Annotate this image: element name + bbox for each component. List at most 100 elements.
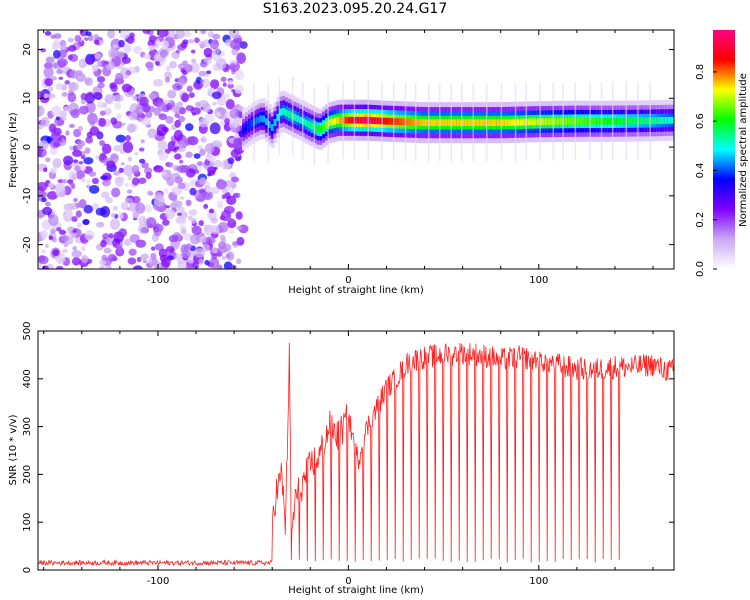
- colorbar-tick-label: 0.8: [695, 64, 706, 80]
- heatmap-noise-blob: [220, 76, 227, 82]
- heatmap-ridge-cell: [479, 119, 484, 127]
- heatmap-noise-blob: [179, 196, 185, 200]
- heatmap-noise-blob: [235, 70, 245, 81]
- heatmap-noise-blob: [52, 158, 62, 169]
- heatmap-noise-blob: [183, 30, 192, 38]
- heatmap-ridge-cell: [507, 119, 512, 126]
- heatmap-noise-blob: [85, 31, 92, 37]
- heatmap-noise-blob: [51, 105, 62, 117]
- heatmap-ridge-cell: [302, 118, 307, 126]
- heatmap-noise-blob: [131, 164, 140, 175]
- heatmap-ridge-cell: [650, 117, 655, 125]
- heatmap-ridge-cell: [316, 125, 321, 133]
- heatmap-noise-blob: [166, 162, 174, 168]
- heatmap-noise-blob: [38, 124, 44, 130]
- heatmap-ridge-cell: [393, 118, 398, 125]
- heatmap-noise-blob: [41, 197, 47, 203]
- heatmap-noise-blob: [207, 87, 215, 94]
- heatmap-noise-blob: [86, 178, 91, 184]
- heatmap-noise-blob: [84, 147, 91, 154]
- heatmap-ridge-cell: [304, 119, 309, 127]
- heatmap-noise-blob: [187, 38, 195, 44]
- heatmap-ridge-cell: [653, 117, 658, 125]
- heatmap-noise-blob: [169, 61, 177, 69]
- heatmap-noise-blob: [228, 217, 234, 224]
- heatmap-noise-blob: [171, 200, 178, 206]
- heatmap-noise-blob: [112, 206, 118, 211]
- heatmap-noise-blob: [70, 231, 77, 239]
- heatmap-ridge-cell: [362, 116, 367, 124]
- heatmap-ridge-cell: [644, 117, 649, 125]
- heatmap-noise-blob: [133, 265, 143, 269]
- heatmap-side-lobe: [611, 82, 614, 161]
- heatmap-noise-blob: [237, 138, 244, 146]
- heatmap-noise-blob: [50, 34, 57, 39]
- heatmap-noise-blob: [164, 71, 172, 79]
- heatmap-noise-blob: [125, 197, 133, 204]
- heatmap-noise-blob: [87, 35, 94, 42]
- heatmap-noise-blob: [132, 95, 138, 101]
- heatmap-noise-blob: [81, 246, 86, 252]
- heatmap-ridge-cell: [510, 118, 515, 126]
- heatmap-noise-blob: [212, 47, 221, 55]
- heatmap-noise-blob: [41, 249, 46, 254]
- heatmap-ridge-cell: [642, 117, 647, 125]
- heatmap-noise-blob: [135, 106, 144, 116]
- snr-panel: -100 0 100 0 100 200 300 400 500 Height of stra…: [8, 321, 675, 596]
- colorbar-tick-label: 0.4: [695, 162, 706, 178]
- heatmap-noise-blob: [112, 44, 119, 49]
- heatmap-noise-blob: [205, 185, 212, 193]
- heatmap-side-lobe: [302, 81, 304, 160]
- heatmap-side-lobe: [353, 81, 356, 160]
- heatmap-noise-blob: [127, 257, 137, 265]
- heatmap-noise-blob: [116, 113, 122, 120]
- heatmap-noise-blob: [173, 129, 183, 141]
- heatmap-noise-blob: [120, 201, 129, 211]
- heatmap-noise-blob: [43, 167, 48, 173]
- heatmap-noise-blob: [38, 181, 48, 192]
- heatmap-side-lobe: [381, 81, 383, 160]
- heatmap-noise-blob: [121, 122, 126, 126]
- heatmap-noise-blob: [142, 30, 151, 34]
- heatmap-noise-blob: [235, 211, 243, 220]
- heatmap-noise-blob: [167, 140, 178, 152]
- heatmap-noise-blob: [181, 249, 191, 259]
- heatmap-ridge-cell: [359, 116, 364, 124]
- heatmap-noise-blob: [204, 73, 209, 77]
- heatmap-noise-blob: [83, 204, 93, 214]
- heatmap-noise-blob: [171, 106, 180, 114]
- heatmap-noise-blob: [202, 243, 210, 252]
- heatmap-ridge-cell: [404, 118, 409, 126]
- heatmap-ridge-cell: [299, 116, 304, 124]
- heatmap-noise-blob: [110, 117, 118, 125]
- heatmap-noise-blob: [74, 34, 82, 43]
- heatmap-noise-blob: [77, 222, 82, 228]
- heatmap-noise-blob: [113, 170, 121, 176]
- heatmap-noise-blob: [204, 142, 215, 154]
- heatmap-noise-blob: [208, 208, 215, 214]
- heatmap-ridge-cell: [482, 119, 487, 127]
- heatmap-noise-blob: [38, 105, 45, 117]
- heatmap-x-axis: -100 0 100: [43, 30, 654, 286]
- heatmap-noise-blob: [127, 112, 139, 121]
- heatmap-noise-blob: [85, 136, 94, 144]
- heatmap-ridge-cell: [293, 113, 298, 121]
- heatmap-noise-blob: [199, 61, 208, 68]
- heatmap-ridge-cell: [627, 117, 632, 125]
- heatmap-ridge-cell: [576, 117, 581, 125]
- heatmap-ridge-cell: [602, 117, 607, 125]
- heatmap-noise-blob: [174, 153, 182, 160]
- heatmap-noise-blob: [52, 237, 57, 243]
- heatmap-noise-blob: [212, 33, 221, 40]
- heatmap-noise-blob: [156, 124, 168, 137]
- heatmap-noise-blob: [113, 94, 124, 103]
- heatmap-noise-blob: [213, 159, 222, 168]
- heatmap-side-lobe: [552, 82, 554, 161]
- heatmap-ridge-cell: [567, 117, 572, 125]
- heatmap-ridge-cell: [427, 119, 432, 127]
- heatmap-noise-blob: [75, 70, 83, 76]
- heatmap-noise-blob: [134, 152, 139, 156]
- heatmap-ridge-cell: [593, 117, 598, 125]
- heatmap-noise-blob: [96, 76, 106, 83]
- heatmap-side-lobe: [525, 83, 527, 162]
